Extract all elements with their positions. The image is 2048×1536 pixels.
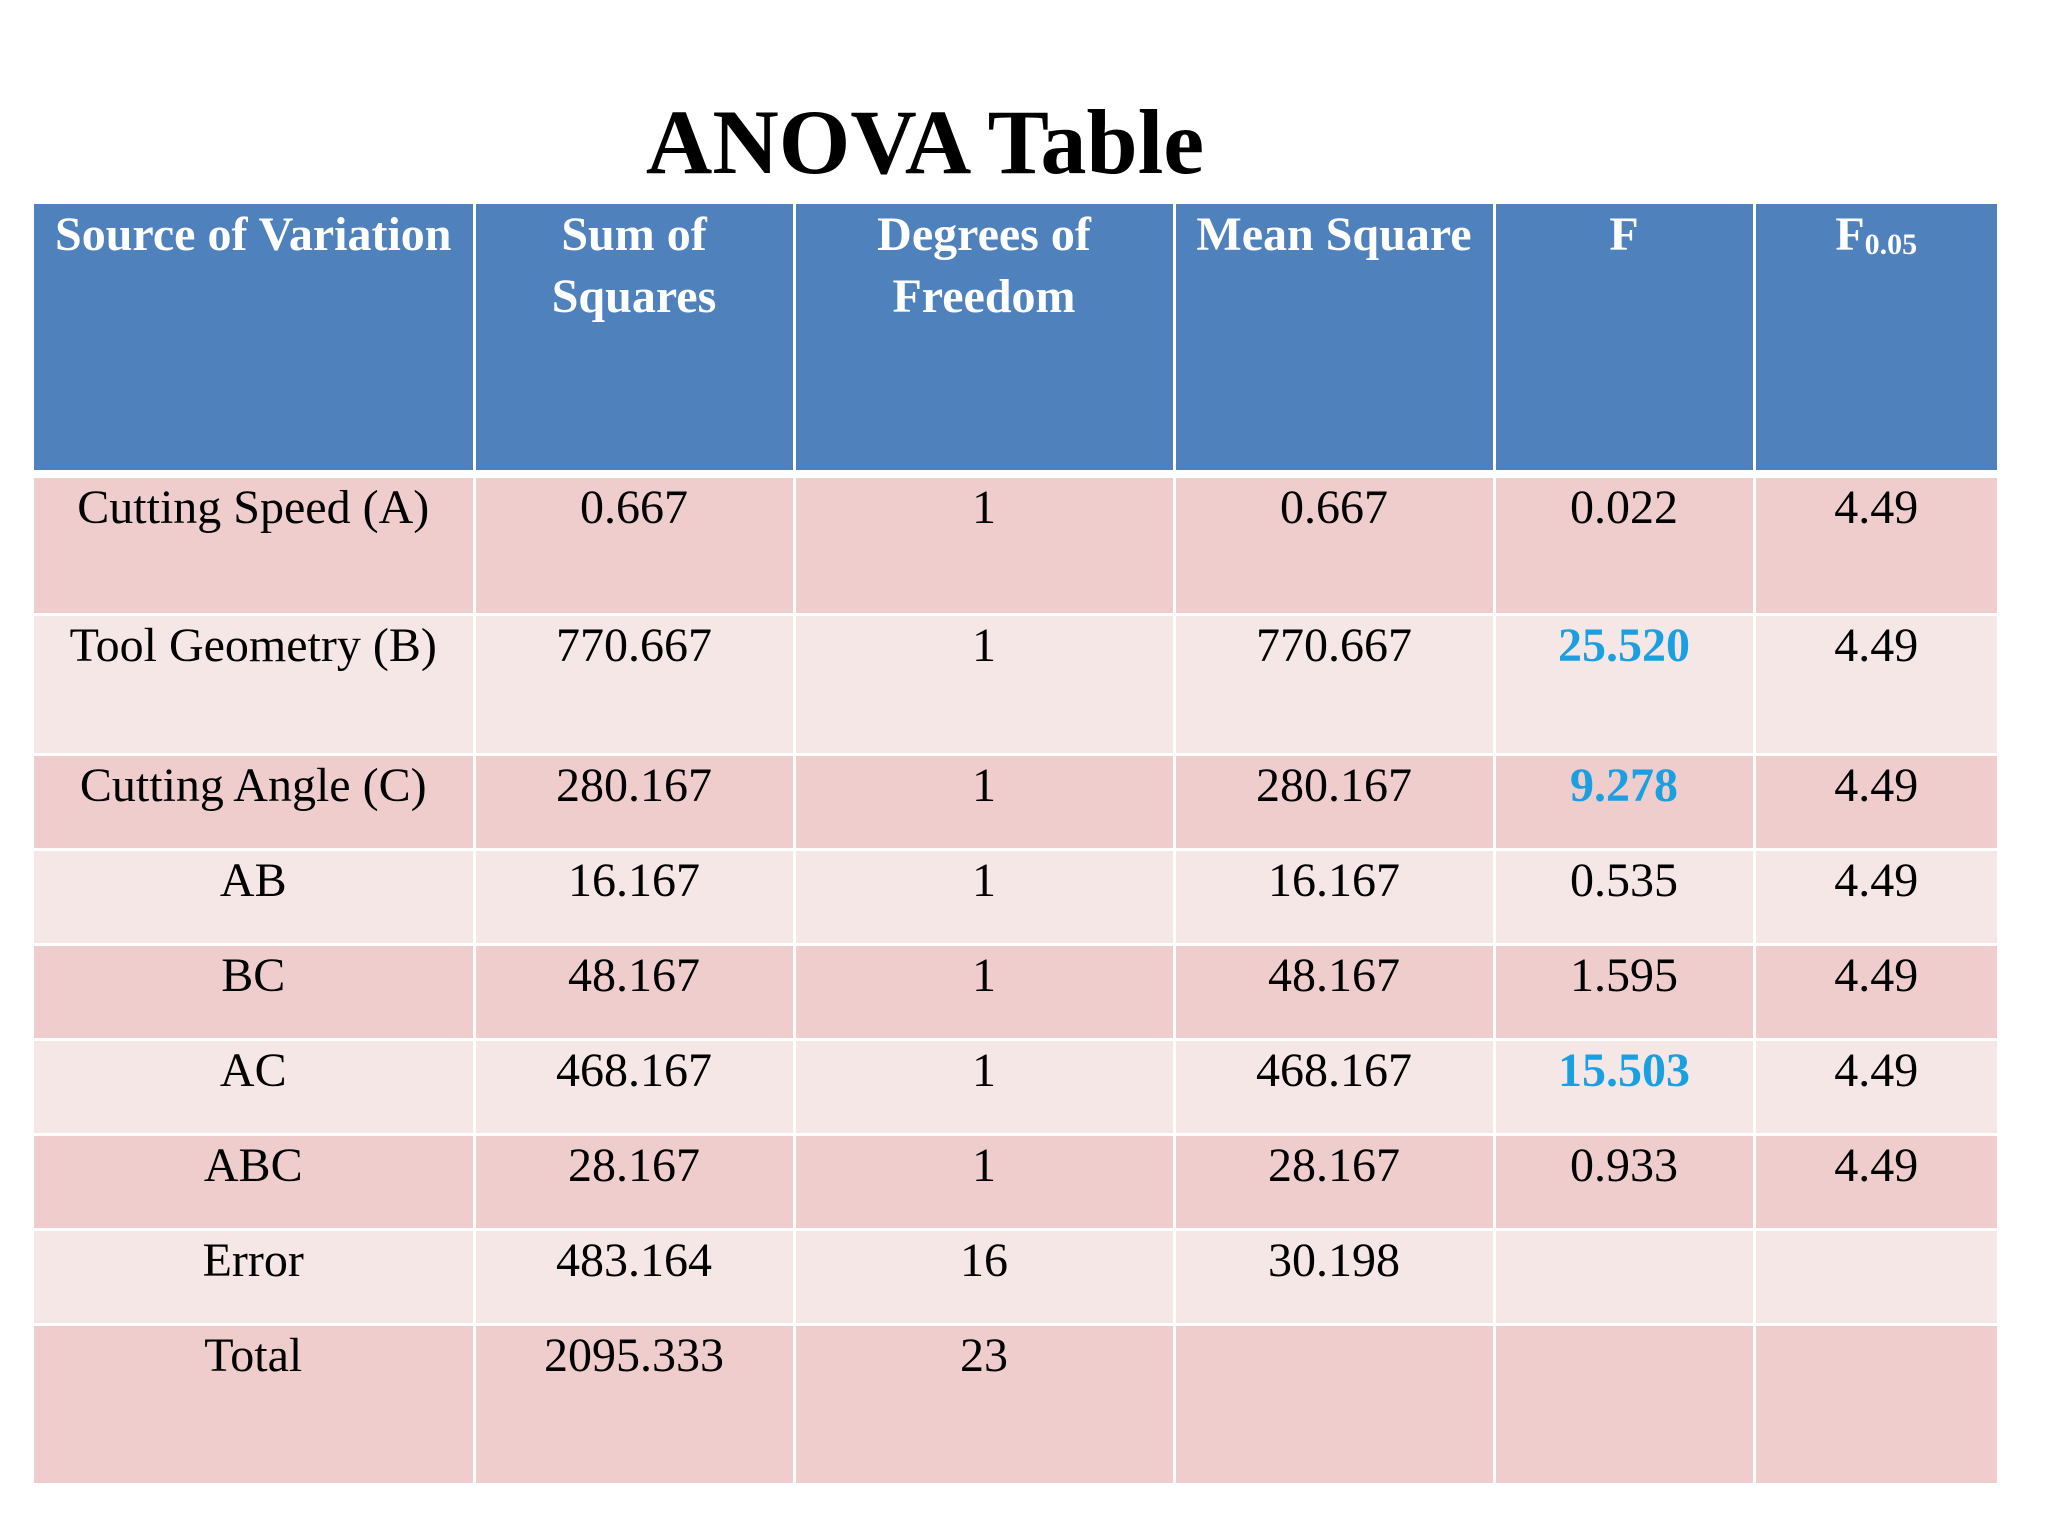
table-row: AB 16.167 1 16.167 0.535 4.49 — [34, 849, 1997, 946]
cell-source: Error — [34, 1229, 476, 1326]
cell-sum-of-squares: 48.167 — [472, 944, 796, 1041]
cell-f — [1492, 1324, 1756, 1486]
cell-f: 0.535 — [1492, 849, 1756, 946]
table-row: Error 483.164 16 30.198 — [34, 1229, 1997, 1326]
cell-source: Cutting Angle (C) — [34, 754, 476, 851]
cell-sum-of-squares: 468.167 — [472, 1039, 796, 1136]
cell-f-critical: 4.49 — [1752, 944, 1997, 1041]
cell-source: Total — [34, 1324, 476, 1486]
cell-sum-of-squares: 0.667 — [472, 474, 796, 616]
cell-f-critical: 4.49 — [1752, 754, 1997, 851]
cell-degrees-of-freedom: 1 — [792, 614, 1176, 756]
cell-source: AC — [34, 1039, 476, 1136]
cell-degrees-of-freedom: 1 — [792, 474, 1176, 616]
table-body: Cutting Speed (A) 0.667 1 0.667 0.022 4.… — [34, 474, 1997, 1486]
cell-f: 0.933 — [1492, 1134, 1756, 1231]
cell-mean-square: 280.167 — [1172, 754, 1496, 851]
cell-f-significant: 9.278 — [1492, 754, 1756, 851]
cell-degrees-of-freedom: 1 — [792, 944, 1176, 1041]
cell-f-critical — [1752, 1229, 1997, 1326]
table-row: ABC 28.167 1 28.167 0.933 4.49 — [34, 1134, 1997, 1231]
cell-f — [1492, 1229, 1756, 1326]
cell-f: 1.595 — [1492, 944, 1756, 1041]
header-f-critical: F0.05 — [1752, 204, 1997, 478]
cell-source: Tool Geometry (B) — [34, 614, 476, 756]
cell-f-critical: 4.49 — [1752, 474, 1997, 616]
cell-source: ABC — [34, 1134, 476, 1231]
cell-degrees-of-freedom: 1 — [792, 1134, 1176, 1231]
page-title: ANOVA Table — [645, 91, 1205, 193]
header-degrees-of-freedom: Degrees of Freedom — [792, 204, 1176, 478]
header-f-critical-main: F — [1835, 208, 1865, 261]
cell-sum-of-squares: 483.164 — [472, 1229, 796, 1326]
header-f-critical-subscript: 0.05 — [1864, 228, 1918, 261]
cell-f-significant: 25.520 — [1492, 614, 1756, 756]
cell-f-critical: 4.49 — [1752, 1134, 1997, 1231]
cell-f-critical: 4.49 — [1752, 1039, 1997, 1136]
cell-mean-square: 16.167 — [1172, 849, 1496, 946]
cell-degrees-of-freedom: 1 — [792, 849, 1176, 946]
cell-sum-of-squares: 16.167 — [472, 849, 796, 946]
table-row: Cutting Speed (A) 0.667 1 0.667 0.022 4.… — [34, 474, 1997, 616]
cell-degrees-of-freedom: 1 — [792, 754, 1176, 851]
cell-f-critical: 4.49 — [1752, 849, 1997, 946]
cell-degrees-of-freedom: 1 — [792, 1039, 1176, 1136]
header-f: F — [1492, 204, 1756, 478]
header-sum-of-squares: Sum of Squares — [472, 204, 796, 478]
cell-degrees-of-freedom: 16 — [792, 1229, 1176, 1326]
cell-sum-of-squares: 2095.333 — [472, 1324, 796, 1486]
header-mean-square: Mean Square — [1172, 204, 1496, 478]
cell-source: BC — [34, 944, 476, 1041]
cell-mean-square — [1172, 1324, 1496, 1486]
cell-mean-square: 468.167 — [1172, 1039, 1496, 1136]
cell-mean-square: 0.667 — [1172, 474, 1496, 616]
table-row: Tool Geometry (B) 770.667 1 770.667 25.5… — [34, 614, 1997, 756]
cell-f-significant: 15.503 — [1492, 1039, 1756, 1136]
header-source-of-variation: Source of Variation — [34, 204, 476, 478]
table-row: Cutting Angle (C) 280.167 1 280.167 9.27… — [34, 754, 1997, 851]
table-row: BC 48.167 1 48.167 1.595 4.49 — [34, 944, 1997, 1041]
cell-degrees-of-freedom: 23 — [792, 1324, 1176, 1486]
cell-sum-of-squares: 280.167 — [472, 754, 796, 851]
cell-mean-square: 770.667 — [1172, 614, 1496, 756]
table-row: AC 468.167 1 468.167 15.503 4.49 — [34, 1039, 1997, 1136]
cell-mean-square: 48.167 — [1172, 944, 1496, 1041]
cell-f: 0.022 — [1492, 474, 1756, 616]
cell-f-critical: 4.49 — [1752, 614, 1997, 756]
cell-sum-of-squares: 770.667 — [472, 614, 796, 756]
cell-mean-square: 28.167 — [1172, 1134, 1496, 1231]
cell-f-critical — [1752, 1324, 1997, 1486]
cell-source: Cutting Speed (A) — [34, 474, 476, 616]
cell-source: AB — [34, 849, 476, 946]
table-header: Source of Variation Sum of Squares Degre… — [34, 204, 1997, 478]
header-row: Source of Variation Sum of Squares Degre… — [34, 204, 1997, 478]
cell-mean-square: 30.198 — [1172, 1229, 1496, 1326]
cell-sum-of-squares: 28.167 — [472, 1134, 796, 1231]
anova-table: Source of Variation Sum of Squares Degre… — [34, 204, 1997, 1486]
table-row: Total 2095.333 23 — [34, 1324, 1997, 1486]
